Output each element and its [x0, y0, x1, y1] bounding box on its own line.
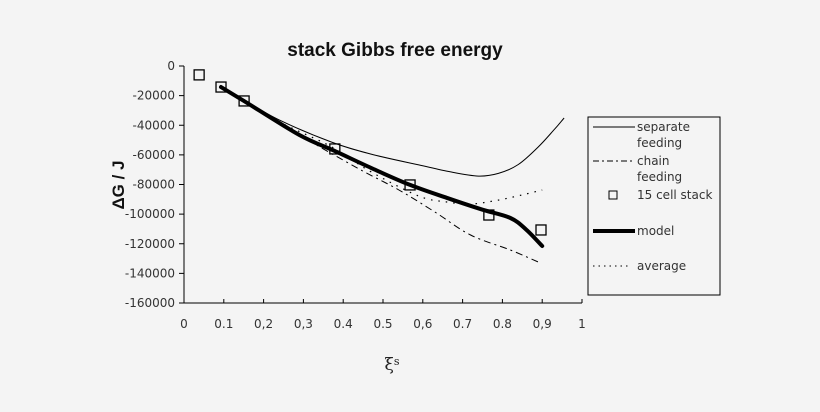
- series-15-cell-stack: [193, 69, 547, 236]
- legend-label: average: [637, 259, 686, 273]
- y-tick-label: -80000: [132, 178, 175, 192]
- legend-label: chain: [637, 154, 670, 168]
- legend-item-chain-feeding: chain feeding: [593, 154, 682, 184]
- x-tick-label: 0.1: [214, 317, 233, 331]
- square-marker-icon: [193, 69, 205, 81]
- y-tick-label: -160000: [125, 296, 175, 310]
- series-model: [219, 85, 545, 248]
- y-axis: 0 -20000 -40000 -60000 -80000 -100000 -120000 -…: [125, 59, 185, 310]
- y-tick-label: -140000: [125, 266, 175, 280]
- y-axis-label: ΔG / J: [109, 160, 128, 209]
- legend-item-model: model: [593, 224, 674, 238]
- x-tick-label: 1: [578, 317, 586, 331]
- legend-square-marker-icon: [608, 190, 618, 200]
- x-axis: 0 0.1 0,2 0,3 0.4 0.5 0,6 0.7 0.8 0,9 1: [180, 299, 586, 331]
- x-tick-label: 0,3: [294, 317, 313, 331]
- x-tick-label: 0: [180, 317, 188, 331]
- x-tick-label: 0.5: [373, 317, 392, 331]
- x-tick-label: 0,2: [254, 317, 273, 331]
- x-tick-label: 0.8: [493, 317, 512, 331]
- legend-label: feeding: [637, 136, 682, 150]
- legend-box: [587, 116, 721, 296]
- y-tick-label: 0: [167, 59, 175, 73]
- legend-label: separate: [637, 120, 690, 134]
- square-marker-icon: [238, 95, 250, 107]
- x-tick-label: 0,9: [533, 317, 552, 331]
- square-marker-icon: [535, 224, 547, 236]
- legend: separate feeding chain feeding 15 cell s…: [587, 116, 721, 296]
- legend-label: 15 cell stack: [637, 188, 712, 202]
- x-axis-label: ξs: [384, 355, 399, 375]
- plot-series: [193, 69, 565, 263]
- series-separate-feeding: [219, 86, 565, 177]
- legend-label: feeding: [637, 170, 682, 184]
- chart-title: stack Gibbs free energy: [287, 40, 503, 61]
- legend-label: model: [637, 224, 674, 238]
- legend-item-15-cell-stack: 15 cell stack: [608, 188, 712, 202]
- x-tick-label: 0,6: [413, 317, 432, 331]
- y-tick-label: -120000: [125, 237, 175, 251]
- y-tick-label: -100000: [125, 207, 175, 221]
- series-average: [219, 86, 543, 205]
- y-tick-label: -60000: [132, 148, 175, 162]
- legend-item-average: average: [593, 259, 686, 273]
- legend-item-separate-feeding: separate feeding: [593, 120, 690, 150]
- y-tick-label: -40000: [132, 118, 175, 132]
- y-tick-label: -20000: [132, 89, 175, 103]
- x-tick-label: 0.4: [334, 317, 353, 331]
- square-marker-icon: [215, 81, 227, 93]
- series-chain-feeding: [219, 86, 539, 263]
- x-tick-label: 0.7: [453, 317, 472, 331]
